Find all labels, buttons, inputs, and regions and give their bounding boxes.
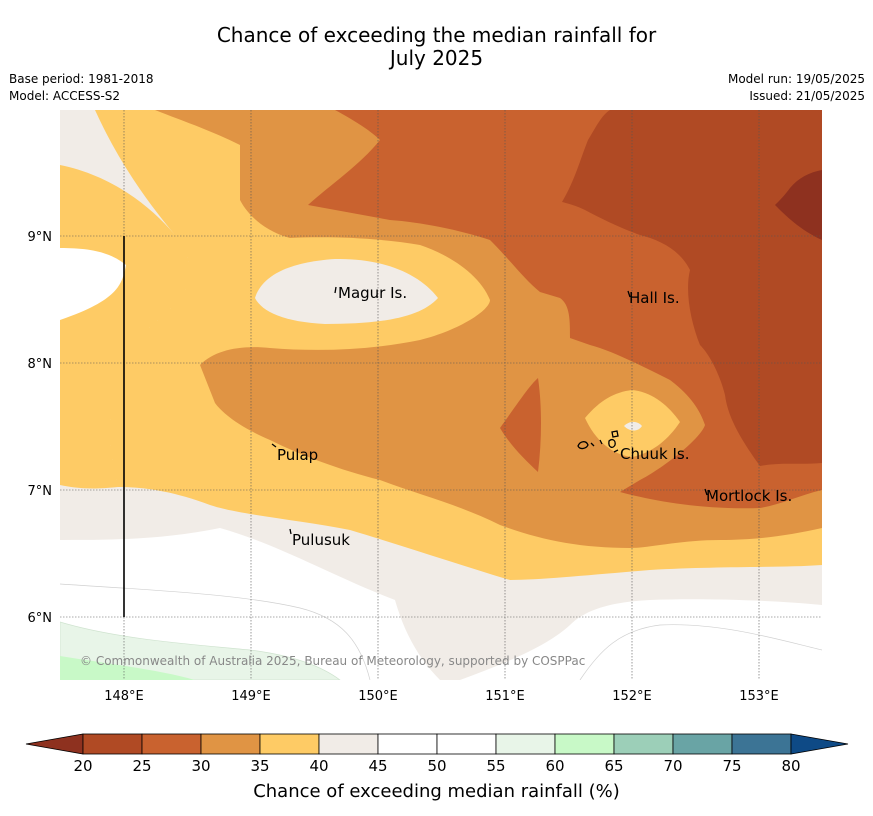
issued-text: Issued: 21/05/2025 bbox=[749, 89, 865, 103]
colorbar-tick-label: 50 bbox=[427, 757, 446, 775]
lon-tick-153e: 153°E bbox=[739, 689, 779, 704]
band-55-60 bbox=[60, 621, 341, 680]
colorbar-segment bbox=[377, 733, 438, 755]
colorbar-under-arrow bbox=[25, 733, 84, 755]
label-hall: Hall Is. bbox=[629, 289, 680, 307]
probability-contours: Magur Is. Hall Is. Pulap Chuuk Is. Mortl… bbox=[60, 110, 822, 680]
band-40-45-magur bbox=[255, 258, 438, 324]
lat-tick-7n: 7°N bbox=[28, 484, 53, 499]
colorbar-segment bbox=[141, 733, 202, 755]
label-chuuk: Chuuk Is. bbox=[620, 445, 689, 463]
magur-island-shape bbox=[334, 286, 337, 294]
lon-tick-150e: 150°E bbox=[358, 689, 398, 704]
lat-tick-6n: 6°N bbox=[28, 611, 53, 626]
islands bbox=[271, 286, 708, 535]
pulusuk-island-shape bbox=[289, 528, 292, 535]
colorbar-tick-label: 40 bbox=[309, 757, 328, 775]
label-magur: Magur Is. bbox=[338, 284, 407, 302]
colorbar-segment bbox=[731, 733, 792, 755]
colorbar-tick-label: 30 bbox=[191, 757, 210, 775]
colorbar-segment bbox=[613, 733, 674, 755]
colorbar-segment bbox=[200, 733, 261, 755]
colorbar-tick-label: 75 bbox=[722, 757, 741, 775]
colorbar-tick-label: 20 bbox=[73, 757, 92, 775]
contour-line bbox=[60, 583, 371, 680]
colorbar-segments bbox=[82, 733, 792, 755]
colorbar-label: Chance of exceeding median rainfall (%) bbox=[253, 781, 620, 802]
lon-tick-151e: 151°E bbox=[485, 689, 525, 704]
lat-tick-8n: 8°N bbox=[28, 357, 53, 372]
lon-tick-149e: 149°E bbox=[231, 689, 271, 704]
colorbar-tick-label: 25 bbox=[132, 757, 151, 775]
colorbar-segment bbox=[436, 733, 497, 755]
colorbar-tick-label: 45 bbox=[368, 757, 387, 775]
contour-line bbox=[579, 624, 822, 680]
colorbar-tick-label: 70 bbox=[663, 757, 682, 775]
colorbar-tick-label: 55 bbox=[486, 757, 505, 775]
colorbar: 20 25 30 35 40 45 50 55 60 65 70 75 80 bbox=[25, 733, 849, 775]
band-20-25 bbox=[562, 110, 822, 466]
lon-tick-148e: 148°E bbox=[104, 689, 144, 704]
colorbar-segment bbox=[82, 733, 143, 755]
colorbar-tick-label: 65 bbox=[604, 757, 623, 775]
label-pulap: Pulap bbox=[277, 446, 318, 464]
colorbar-ticks: 20 25 30 35 40 45 50 55 60 65 70 75 80 bbox=[73, 757, 800, 775]
pulap-island-shape bbox=[271, 443, 277, 448]
colorbar-tick-label: 60 bbox=[545, 757, 564, 775]
band-45-50-left bbox=[60, 248, 126, 320]
lon-tick-152e: 152°E bbox=[612, 689, 652, 704]
colorbar-over-arrow bbox=[790, 733, 849, 755]
hall-island-shape bbox=[627, 290, 631, 298]
colorbar-segment bbox=[672, 733, 733, 755]
mortlock-island-shape bbox=[704, 488, 708, 496]
band-below-20 bbox=[775, 170, 822, 240]
chuuk-lagoon-shape bbox=[577, 430, 619, 453]
colorbar-segment bbox=[554, 733, 615, 755]
colorbar-segment bbox=[495, 733, 556, 755]
model-text: Model: ACCESS-S2 bbox=[9, 89, 121, 103]
model-run-text: Model run: 19/05/2025 bbox=[727, 72, 865, 86]
label-mortlock: Mortlock Is. bbox=[706, 487, 792, 505]
colorbar-tick-label: 35 bbox=[250, 757, 269, 775]
map-title-line2: July 2025 bbox=[389, 46, 484, 70]
lat-tick-9n: 9°N bbox=[28, 230, 53, 245]
band-60-65 bbox=[60, 656, 195, 680]
colorbar-segment bbox=[318, 733, 379, 755]
base-period-text: Base period: 1981-2018 bbox=[9, 72, 154, 86]
map-title-line1: Chance of exceeding the median rainfall … bbox=[216, 23, 657, 47]
band-25-30-isolated bbox=[500, 378, 541, 472]
label-pulusuk: Pulusuk bbox=[292, 531, 350, 549]
gridlines bbox=[60, 110, 822, 680]
colorbar-segment bbox=[259, 733, 320, 755]
band-40-45-chuuk bbox=[624, 421, 642, 431]
colorbar-tick-label: 80 bbox=[781, 757, 800, 775]
copyright-text: © Commonwealth of Australia 2025, Bureau… bbox=[80, 654, 585, 668]
